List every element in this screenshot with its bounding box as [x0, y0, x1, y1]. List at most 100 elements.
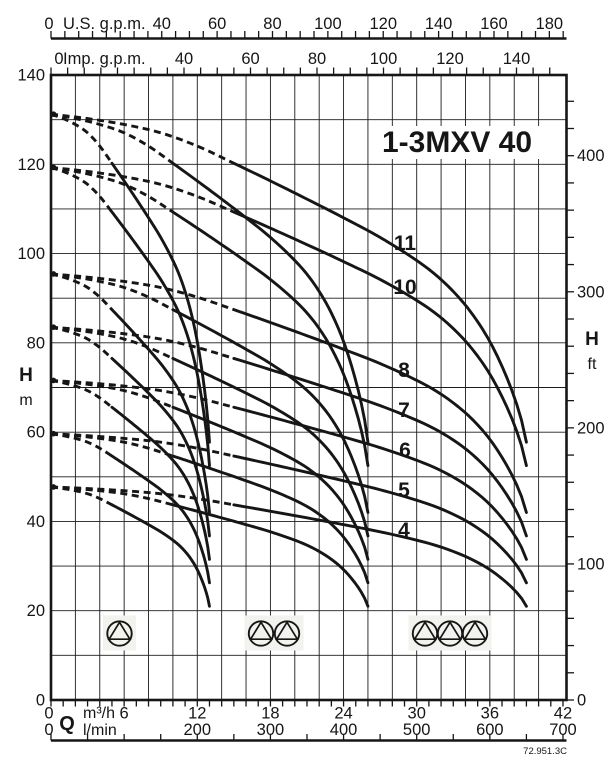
imp-gpm-tick-label: 100 — [370, 50, 398, 68]
h-q-curve-dashed-3pump — [50, 165, 235, 214]
h-m-tick-label: 120 — [17, 156, 45, 174]
h-q-curve-dashed-2pump — [50, 112, 174, 165]
h-q-curve-dashed-1pump — [50, 166, 114, 213]
h-q-curve-dashed-3pump — [50, 485, 235, 507]
h-q-curve-solid-2pump — [171, 210, 370, 468]
curve-stage-label: 10 — [393, 276, 416, 299]
pump-icon-triangle — [438, 620, 462, 641]
q-lmin-tick-label: 400 — [330, 721, 358, 739]
h-q-curve-solid-3pump — [232, 210, 528, 468]
q-m3h-tick-label: 18 — [261, 705, 279, 723]
q-lmin-tick-label: 200 — [184, 721, 212, 739]
h-q-curve-solid-3pump — [232, 454, 528, 585]
us-gpm-tick-label: 40 — [153, 15, 171, 33]
h-m-tick-label: 0 — [36, 692, 45, 710]
left-axis-unit-m: m — [19, 392, 32, 409]
h-q-curve-solid-1pump — [110, 503, 211, 608]
pump-icons-layer — [103, 615, 492, 651]
h-ft-tick-label: 100 — [577, 555, 605, 573]
imp-gpm-tick-label: 140 — [503, 50, 531, 68]
right-axis-label-H: H — [585, 329, 599, 350]
h-ft-tick-label: 300 — [577, 283, 605, 301]
pump-icon-triangle — [249, 620, 273, 641]
left-axis-label-H: H — [19, 365, 33, 386]
grid-layer — [51, 75, 567, 700]
q-m3h-tick-label: 12 — [188, 705, 206, 723]
flow-axis-unit-m3h: m³/h — [83, 705, 115, 722]
h-q-curve-solid-2pump — [171, 308, 370, 514]
h-q-curve-solid-1pump — [110, 210, 211, 468]
rulers-layer — [49, 31, 574, 742]
h-q-curve-solid-3pump — [232, 308, 528, 514]
curve-stage-label: 6 — [399, 439, 411, 462]
h-q-curve-dashed-2pump — [50, 272, 174, 311]
h-q-curve-solid-2pump — [171, 161, 370, 444]
h-m-tick-label: 80 — [27, 334, 45, 352]
h-q-curve-solid-3pump — [232, 356, 528, 538]
chart-title: 1-3MXV 40 — [382, 126, 532, 159]
us-gpm-tick-label: 120 — [369, 15, 397, 33]
h-q-curve-dashed-2pump — [50, 432, 174, 458]
curve-stage-label: 8 — [398, 359, 410, 382]
curve-stage-label: 4 — [398, 519, 410, 542]
h-ft-tick-label: 200 — [577, 419, 605, 437]
h-q-curve-solid-1pump — [110, 356, 211, 538]
h-q-curve-solid-3pump — [232, 503, 528, 608]
imp-gpm-tick-label: 40 — [175, 50, 193, 68]
us-gpm-tick-label: 160 — [480, 15, 508, 33]
pump-icon-triangle — [413, 620, 437, 641]
us-gpm-tick-label: 80 — [263, 15, 281, 33]
q-m3h-tick-label: 0 — [44, 705, 53, 723]
h-q-curve-dashed-3pump — [50, 272, 235, 312]
h-q-curve-dashed-1pump — [50, 485, 113, 507]
right-axis-unit-ft: ft — [588, 356, 597, 373]
h-q-curve-solid-1pump — [110, 308, 211, 514]
q-m3h-tick-label: 30 — [408, 705, 426, 723]
h-q-curve-dashed-2pump — [50, 165, 174, 214]
h-ft-tick-label: 0 — [577, 692, 586, 710]
h-q-curve-dashed-3pump — [50, 325, 235, 360]
us-gpm-tick-label: 140 — [425, 15, 453, 33]
h-q-curve-solid-2pump — [171, 503, 370, 608]
pump-icon — [247, 620, 275, 647]
pump-icon — [461, 620, 489, 647]
h-q-curve-solid-2pump — [171, 356, 370, 538]
flow-axis-unit-lmin: l/min — [83, 722, 117, 739]
imp-gpm-tick-label: 60 — [241, 50, 259, 68]
h-q-curve-solid-2pump — [171, 454, 370, 585]
h-q-curve-dashed-2pump — [50, 379, 174, 409]
h-q-curve-dashed-3pump — [50, 379, 235, 409]
curve-stage-label: 5 — [398, 479, 410, 502]
us-gpm-tick-label: 60 — [208, 15, 226, 33]
drawing-code: 72.951.3C — [523, 746, 567, 757]
imp-gpm-tick-label: 80 — [308, 50, 326, 68]
h-ft-tick-label: 400 — [577, 147, 605, 165]
q-lmin-tick-label: 500 — [403, 721, 431, 739]
h-q-curve-dashed-1pump — [50, 112, 114, 165]
pump-icon — [273, 620, 301, 647]
h-q-curve-solid-3pump — [232, 405, 528, 561]
h-q-curve-dashed-2pump — [50, 325, 174, 360]
imp-gpm-axis-title: Imp. g.p.m. — [63, 50, 146, 68]
h-q-curve-solid-1pump — [110, 405, 211, 561]
q-m3h-tick-label: 42 — [554, 705, 572, 723]
title-backing — [374, 126, 540, 159]
h-q-curve-solid-2pump — [171, 405, 370, 561]
pump-icon — [106, 620, 133, 647]
flow-axis-label-Q: Q — [59, 713, 75, 735]
q-m3h-tick-label: 24 — [334, 705, 352, 723]
q-lmin-tick-label: 0 — [44, 721, 53, 739]
plot-border — [49, 73, 568, 702]
q-lmin-tick-label: 300 — [257, 721, 285, 739]
us-gpm-tick-label: 100 — [314, 15, 342, 33]
h-m-tick-label: 20 — [27, 602, 45, 620]
pump-icon-triangle — [107, 620, 132, 641]
us-gpm-tick-label: 180 — [536, 15, 564, 33]
curve-stage-label: 7 — [398, 399, 410, 422]
h-m-tick-label: 60 — [27, 424, 45, 442]
imp-gpm-tick-label: 120 — [436, 50, 464, 68]
h-m-tick-label: 40 — [27, 513, 45, 531]
us-gpm-axis-title: U.S. g.p.m. — [63, 15, 146, 33]
